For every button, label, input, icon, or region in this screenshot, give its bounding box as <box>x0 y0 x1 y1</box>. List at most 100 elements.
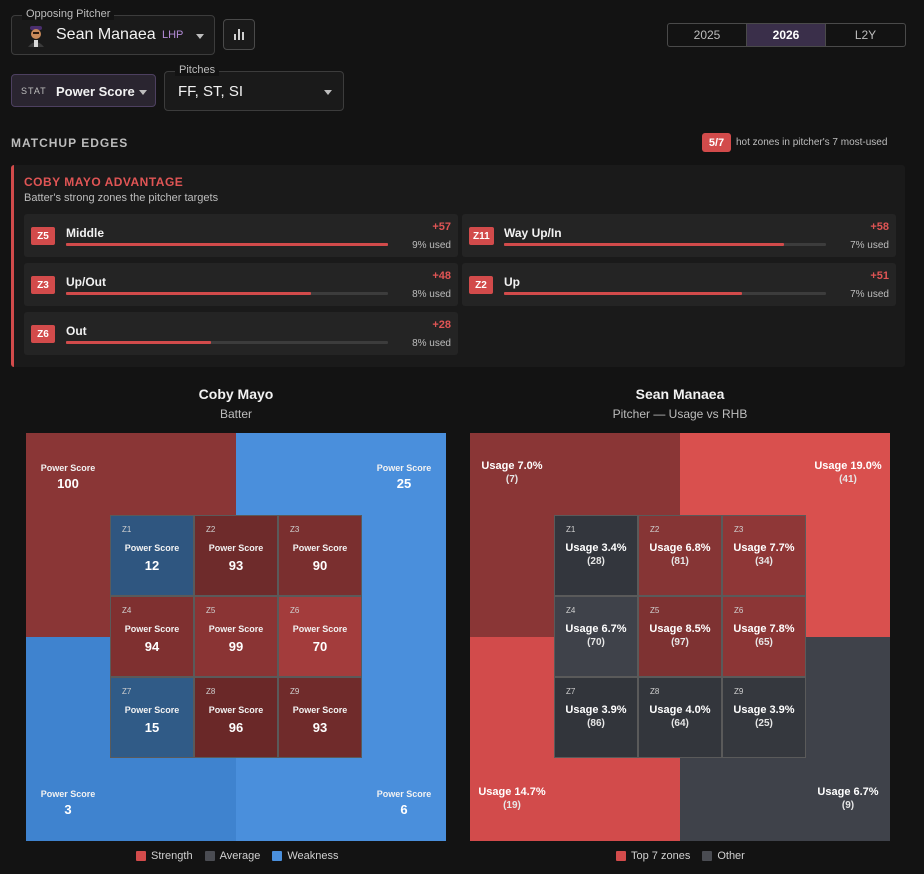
pitches-legend: Pitches <box>175 64 220 76</box>
edge-card[interactable]: Z5 Middle +57 9% used <box>24 214 458 257</box>
pitcher-panel-subtitle: Pitcher — Usage vs RHB <box>612 407 748 421</box>
edge-bar-fill <box>66 243 388 246</box>
zone-cell[interactable]: Z6 Usage 7.8% (65) <box>722 596 806 677</box>
zone-cell[interactable]: Z1 Power Score 12 <box>110 515 194 596</box>
zone-cell[interactable]: Z8 Usage 4.0% (64) <box>638 677 722 758</box>
edge-usage: 7% used <box>850 240 889 251</box>
outer-usage: Usage 19.0% <box>814 460 882 472</box>
cell-label: Power Score <box>292 624 348 634</box>
cell-zone-id: Z5 <box>206 606 216 615</box>
edge-delta: +28 <box>432 319 451 331</box>
zone-cell[interactable]: Z5 Usage 8.5% (97) <box>638 596 722 677</box>
cell-zone-id: Z2 <box>650 525 660 534</box>
edge-bar-fill <box>504 292 743 295</box>
cell-usage: Usage 7.7% <box>733 542 795 554</box>
cell-label: Power Score <box>292 705 348 715</box>
legend-swatch <box>204 851 215 861</box>
opposing-pitcher-select[interactable]: Opposing Pitcher Sean Manaea LHP <box>11 8 215 55</box>
zone-cell[interactable]: Z4 Power Score 94 <box>110 596 194 677</box>
zone-cell[interactable]: Z9 Power Score 93 <box>278 677 362 758</box>
legend-label: Top 7 zones <box>631 850 691 862</box>
edge-bar-track <box>504 292 826 295</box>
zone-badge: Z5 <box>31 227 55 245</box>
legend-swatch <box>272 851 283 861</box>
hot-zones-badge: 5/7 <box>702 133 731 152</box>
zone-cell[interactable]: Z7 Power Score 15 <box>110 677 194 758</box>
edge-delta: +58 <box>870 221 889 233</box>
cell-zone-id: Z9 <box>290 687 300 696</box>
stat-value: Power Score <box>56 84 135 99</box>
zone-cell[interactable]: Z2 Usage 6.8% (81) <box>638 515 722 596</box>
cell-count: (64) <box>671 718 689 729</box>
legend-label: Weakness <box>287 850 339 862</box>
batter-panel-subtitle: Batter <box>219 407 252 421</box>
stat-tag: STAT <box>21 86 47 96</box>
stat-select[interactable]: STAT Power Score <box>11 74 156 107</box>
edge-card[interactable]: Z11 Way Up/In +58 7% used <box>462 214 896 257</box>
outer-value: 100 <box>57 476 79 491</box>
cell-label: Power Score <box>208 543 264 553</box>
legend-label: Other <box>717 850 745 862</box>
outer-label: Power Score <box>376 463 432 473</box>
cell-usage: Usage 3.9% <box>565 704 627 716</box>
zone-cell[interactable]: Z3 Usage 7.7% (34) <box>722 515 806 596</box>
cell-zone-id: Z8 <box>206 687 216 696</box>
season-tab-2025[interactable]: 2025 <box>668 24 747 46</box>
cell-value: 96 <box>228 720 244 735</box>
zone-cell[interactable]: Z5 Power Score 99 <box>194 596 278 677</box>
cell-count: (70) <box>587 637 605 648</box>
zone-cell[interactable]: Z8 Power Score 96 <box>194 677 278 758</box>
zone-badge: Z2 <box>469 276 493 294</box>
edge-card[interactable]: Z2 Up +51 7% used <box>462 263 896 306</box>
edge-bar-track <box>66 292 388 295</box>
cell-label: Power Score <box>124 543 180 553</box>
edge-label: Up <box>504 275 520 289</box>
edge-bar-track <box>504 243 826 246</box>
season-tab-l2y[interactable]: L2Y <box>854 28 877 42</box>
pitcher-panel-title: Sean Manaea <box>635 386 725 402</box>
chart-toggle-button[interactable] <box>223 19 255 50</box>
edge-bar-fill <box>66 292 311 295</box>
edge-card[interactable]: Z6 Out +28 8% used <box>24 312 458 355</box>
cell-zone-id: Z1 <box>122 525 132 534</box>
legend-swatch <box>136 851 146 861</box>
legend-item-other: Other <box>702 850 745 862</box>
cell-zone-id: Z7 <box>122 687 132 696</box>
zone-cell[interactable]: Z1 Usage 3.4% (28) <box>554 515 638 596</box>
cell-count: (81) <box>671 556 689 567</box>
opposing-pitcher-legend: Opposing Pitcher <box>22 8 115 20</box>
edge-bar-track <box>66 243 388 246</box>
cell-count: (86) <box>587 718 605 729</box>
cell-count: (97) <box>671 637 689 648</box>
cell-count: (25) <box>755 718 773 729</box>
cell-usage: Usage 7.8% <box>733 623 795 635</box>
outer-usage: Usage 6.7% <box>817 786 879 798</box>
cell-zone-id: Z6 <box>734 606 744 615</box>
legend-item-strength: Strength <box>136 850 193 862</box>
advantage-subtitle: Batter's strong zones the pitcher target… <box>24 192 219 204</box>
zone-badge: Z11 <box>469 227 494 245</box>
edge-bar-fill <box>66 341 211 344</box>
outer-value: 6 <box>400 802 408 817</box>
edge-card[interactable]: Z3 Up/Out +48 8% used <box>24 263 458 306</box>
edge-bar-fill <box>504 243 785 246</box>
legend-label: Strength <box>151 850 193 862</box>
cell-value: 93 <box>228 558 244 573</box>
zone-cell[interactable]: Z3 Power Score 90 <box>278 515 362 596</box>
advantage-title: COBY MAYO ADVANTAGE <box>24 175 184 189</box>
cell-value: 94 <box>144 639 160 654</box>
zone-cell[interactable]: Z2 Power Score 93 <box>194 515 278 596</box>
pitches-select[interactable]: Pitches FF, ST, SI <box>164 64 344 111</box>
edge-label: Up/Out <box>66 275 106 289</box>
season-tab-2026[interactable]: 2026 <box>747 24 826 46</box>
cell-zone-id: Z2 <box>206 525 216 534</box>
zone-cell[interactable]: Z9 Usage 3.9% (25) <box>722 677 806 758</box>
zone-cell[interactable]: Z6 Power Score 70 <box>278 596 362 677</box>
legend-swatch <box>702 851 713 861</box>
edge-label: Out <box>66 324 87 338</box>
zone-cell[interactable]: Z4 Usage 6.7% (70) <box>554 596 638 677</box>
zone-cell[interactable]: Z7 Usage 3.9% (86) <box>554 677 638 758</box>
legend-item-average: Average <box>204 850 260 862</box>
legend-item-weakness: Weakness <box>272 850 339 862</box>
cell-value: 15 <box>144 720 160 735</box>
